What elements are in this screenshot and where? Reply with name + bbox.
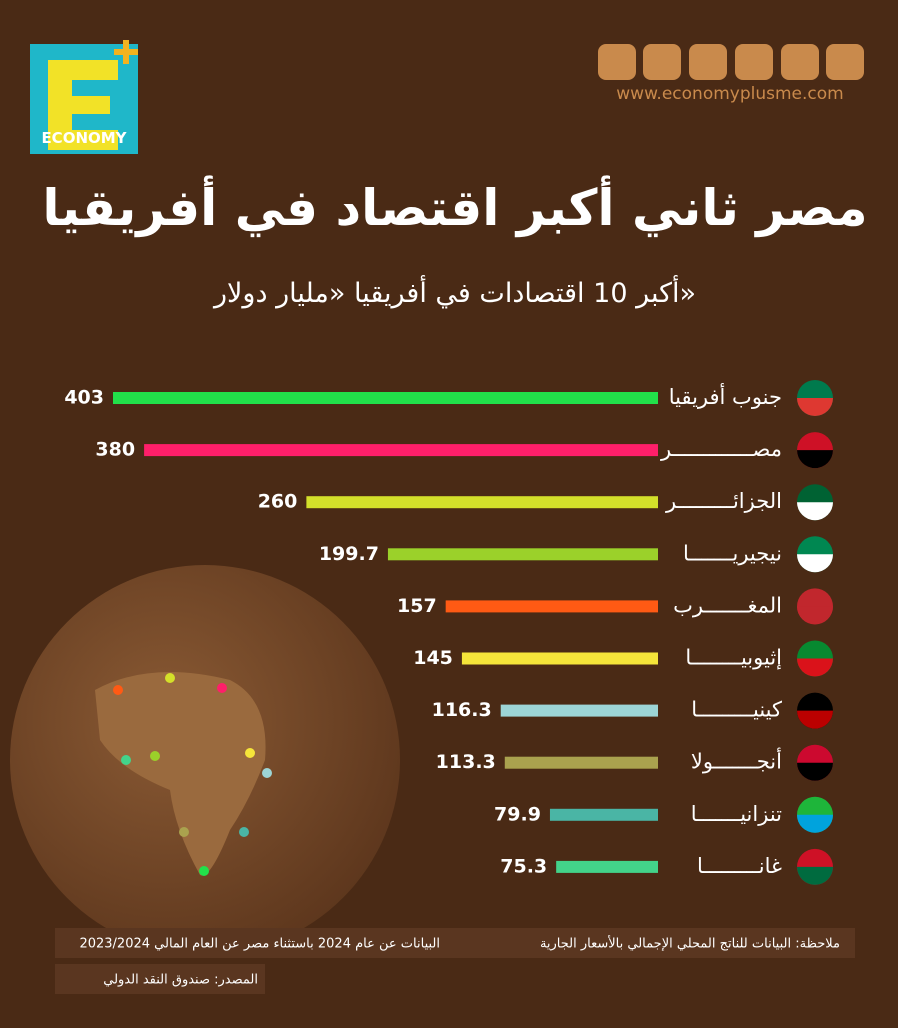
- logo: ECONOMY: [30, 40, 138, 154]
- bar: [461, 652, 658, 665]
- source: المصدر: صندوق النقد الدولي: [103, 973, 258, 988]
- category-label: أنجـــــــولا: [691, 748, 782, 774]
- category-label: نيجيريـــــــا: [683, 541, 782, 565]
- note: ملاحظة: البيانات للناتج المحلي الإجمالي …: [540, 935, 840, 952]
- flag: [797, 814, 833, 833]
- category-label: تنزانيـــــــا: [691, 802, 782, 826]
- website: www.economyplusme.com: [616, 84, 843, 104]
- bar: [556, 860, 658, 873]
- category-label: غانـــــــــا: [697, 854, 782, 878]
- flag: [797, 554, 833, 573]
- flag: [797, 658, 833, 677]
- note-box: [55, 928, 855, 958]
- category-label: جنوب أفريقيا: [669, 383, 782, 409]
- value-label: 145: [413, 647, 453, 669]
- value-label: 157: [397, 595, 437, 617]
- flag: [797, 762, 833, 781]
- flag: [797, 398, 833, 416]
- bar: [445, 600, 658, 613]
- flag: [797, 450, 833, 469]
- value-label: 75.3: [500, 855, 547, 877]
- bars: 403 جنوب أفريقيا 380 مصـــــــــــــر 260 الج…: [64, 380, 833, 885]
- chart-subtitle: أكبر 10 اقتصادات في أفريقيا «مليار دولار…: [212, 274, 696, 309]
- bar: [549, 808, 658, 821]
- flag: [797, 606, 833, 625]
- value-label: 199.7: [319, 543, 379, 565]
- bar: [144, 444, 658, 457]
- bar: [500, 704, 658, 717]
- bar: [113, 392, 658, 404]
- value-label: 260: [258, 491, 298, 513]
- globe: [10, 565, 400, 955]
- flag: [797, 502, 833, 521]
- brand: ECONOMY: [41, 129, 127, 147]
- category-label: إثيوبيــــــــا: [685, 646, 782, 671]
- chart-title: مصر ثاني أكبر اقتصاد في أفريقيا: [42, 175, 867, 238]
- value-label: 403: [64, 387, 104, 409]
- category-label: مصـــــــــــــر: [660, 437, 782, 461]
- bar: [387, 548, 658, 561]
- bar: [504, 756, 658, 769]
- social-icons: [598, 44, 864, 80]
- value-label: 116.3: [432, 699, 492, 721]
- category-label: المغـــــــرب: [673, 593, 782, 617]
- category-label: الجزائـــــــــر: [665, 489, 782, 513]
- value-label: 380: [95, 439, 135, 461]
- note-2: البيانات عن عام 2024 باستثناء مصر عن الع…: [79, 937, 440, 952]
- value-label: 113.3: [436, 751, 496, 773]
- flag: [797, 710, 833, 729]
- category-label: كينيـــــــــا: [691, 698, 782, 722]
- source-box: [55, 964, 265, 994]
- flag: [797, 866, 833, 885]
- bar: [306, 496, 658, 509]
- value-label: 79.9: [494, 803, 541, 825]
